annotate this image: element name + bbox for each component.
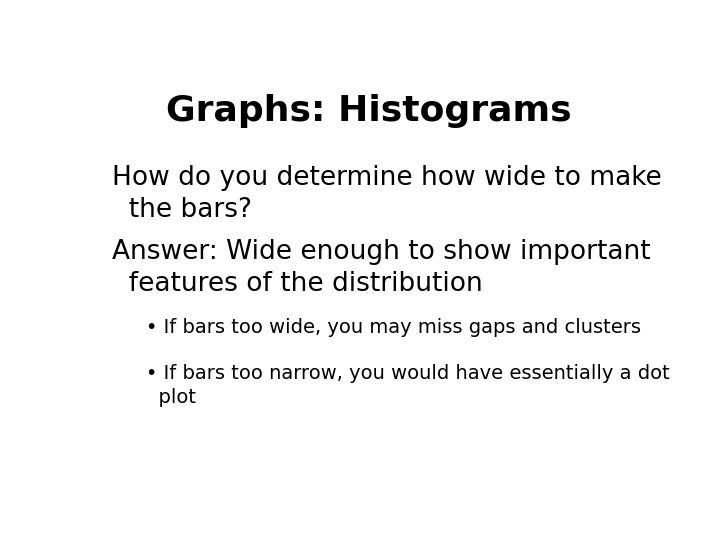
Text: • If bars too wide, you may miss gaps and clusters: • If bars too wide, you may miss gaps an…: [145, 319, 641, 338]
Text: How do you determine how wide to make
  the bars?: How do you determine how wide to make th…: [112, 165, 662, 222]
Text: Graphs: Histograms: Graphs: Histograms: [166, 94, 572, 128]
Text: Answer: Wide enough to show important
  features of the distribution: Answer: Wide enough to show important fe…: [112, 239, 651, 298]
Text: • If bars too narrow, you would have essentially a dot
  plot: • If bars too narrow, you would have ess…: [145, 364, 670, 407]
